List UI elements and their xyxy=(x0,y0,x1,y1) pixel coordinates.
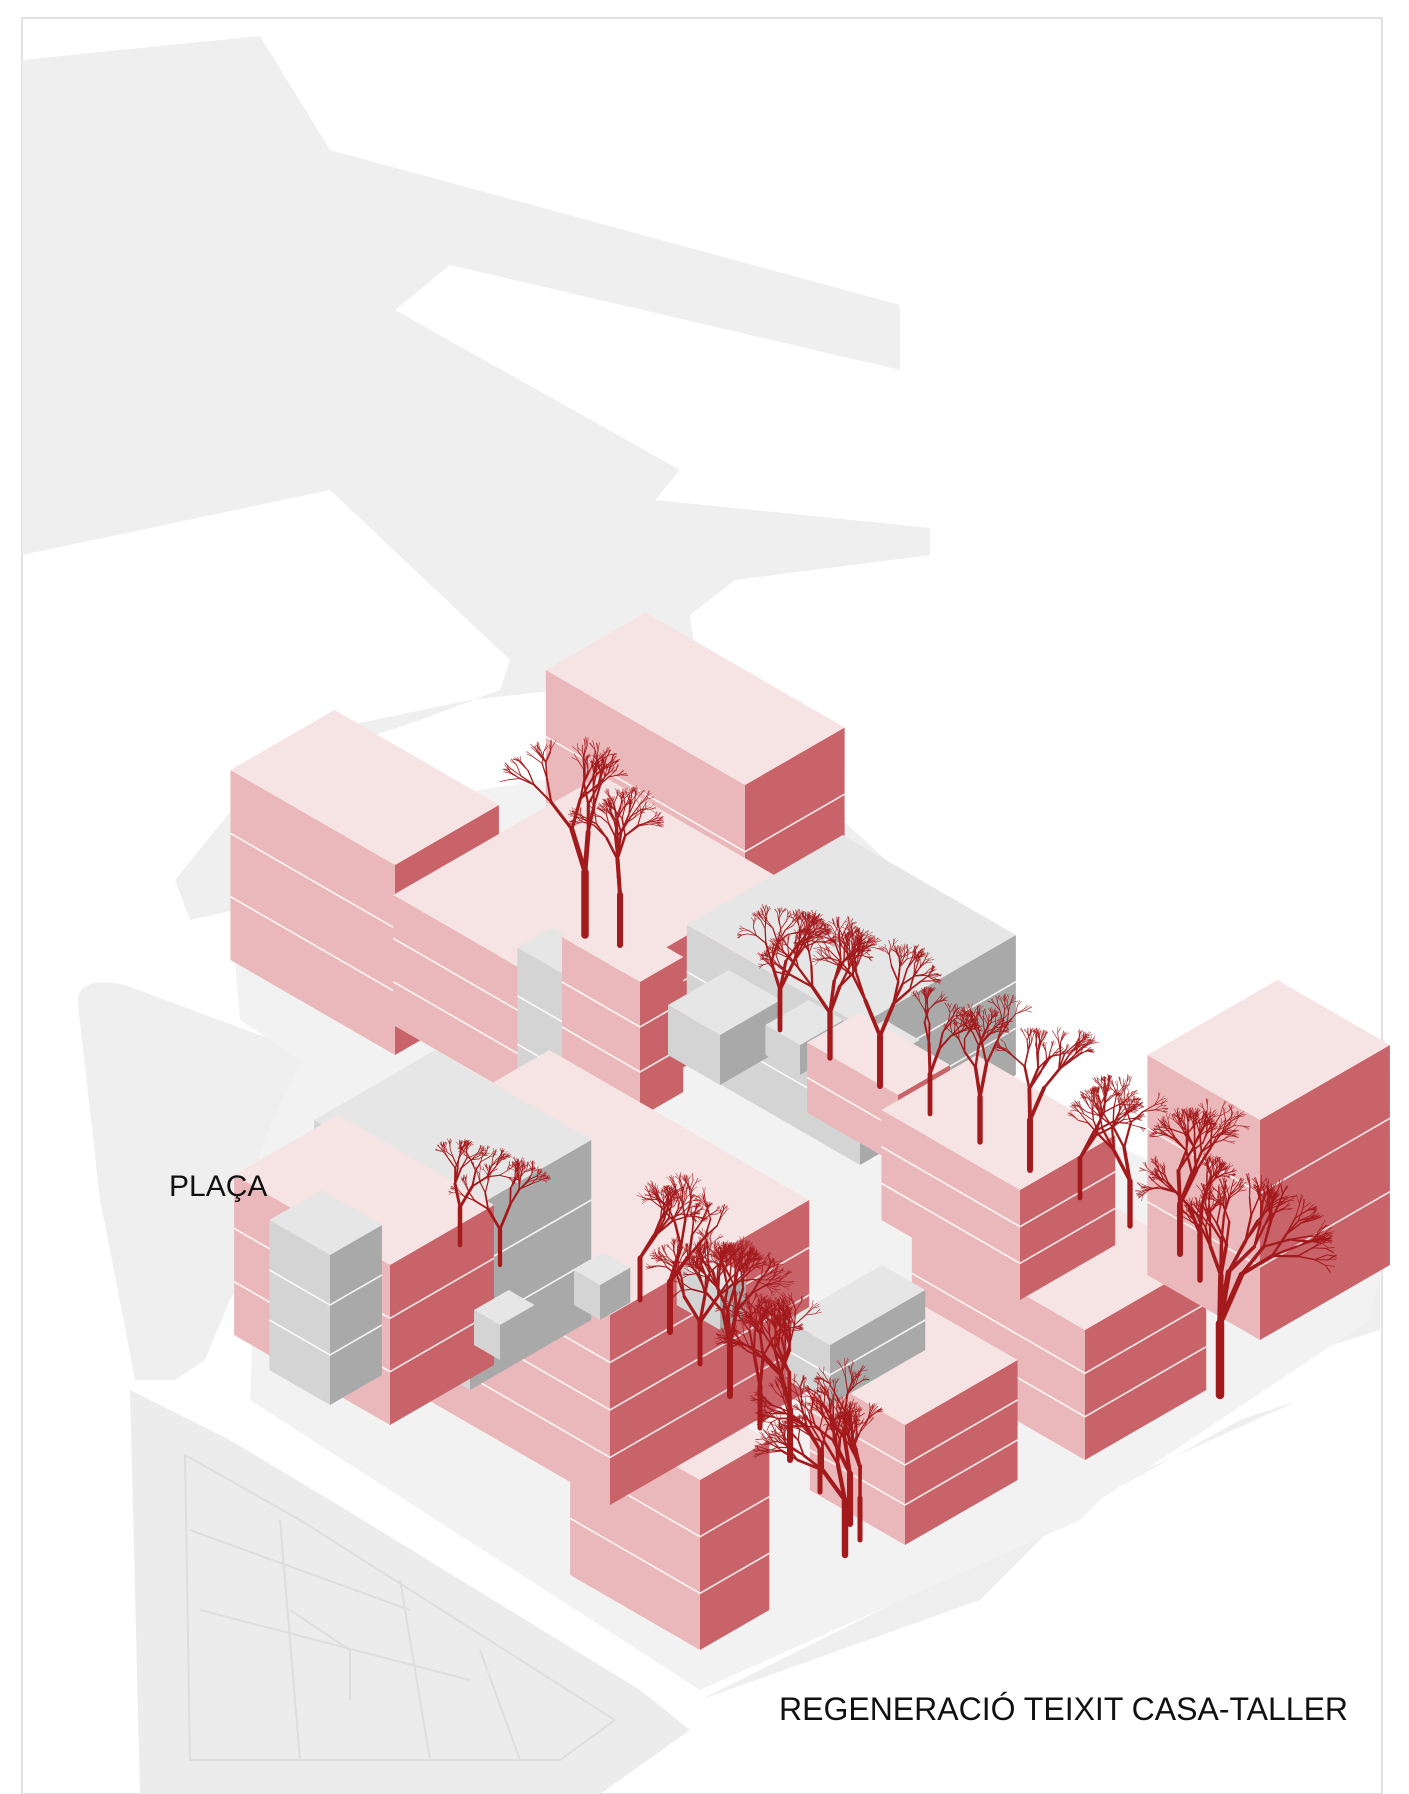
building-box xyxy=(881,1055,1116,1300)
tree xyxy=(1149,1098,1251,1257)
tree-rows xyxy=(434,736,1338,1559)
tree xyxy=(811,920,942,1089)
tree xyxy=(499,736,629,939)
tree xyxy=(942,993,1033,1145)
building-box xyxy=(574,1252,631,1320)
parcel-block xyxy=(130,1390,690,1794)
tree xyxy=(434,1138,520,1248)
building-box xyxy=(474,1290,535,1360)
building-box xyxy=(668,970,781,1085)
tree xyxy=(1067,1074,1169,1229)
tree xyxy=(567,785,665,948)
tree xyxy=(448,1156,552,1268)
building-box xyxy=(268,1190,383,1405)
frame-border xyxy=(21,17,1383,1794)
tree xyxy=(1176,1172,1338,1400)
street-area xyxy=(22,60,300,505)
project-title: REGENERACIÓ TEIXIT CASA-TALLER xyxy=(779,1691,1349,1727)
tree xyxy=(749,1373,823,1495)
tree xyxy=(667,1235,795,1399)
building-box xyxy=(561,912,684,1117)
tree xyxy=(992,1026,1099,1173)
plaza-label: PLAÇA xyxy=(169,1170,268,1203)
tree xyxy=(1134,1152,1237,1283)
tree xyxy=(823,1401,884,1543)
plaza-area xyxy=(77,982,360,1380)
